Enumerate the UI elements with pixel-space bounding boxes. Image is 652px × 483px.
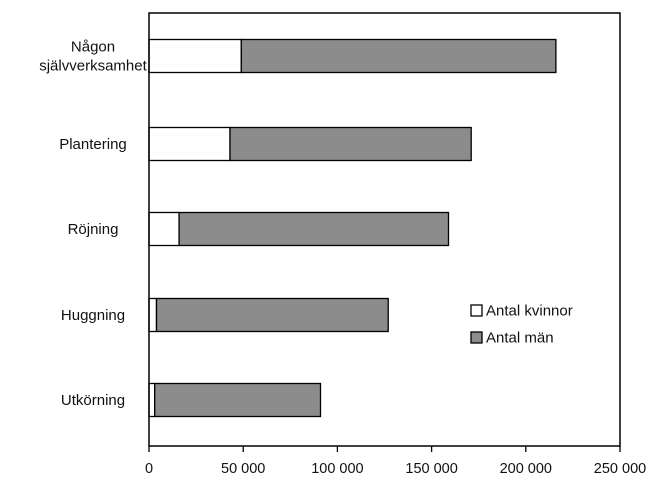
x-axis: 0 50 000 100 000 150 000 200 000 250 000 bbox=[145, 446, 646, 477]
plot-frame bbox=[148, 12, 621, 447]
x-tick-label-2: 100 000 bbox=[311, 461, 363, 477]
bar-segment-man-3 bbox=[155, 297, 389, 333]
category-label-0-line-0: Någon bbox=[71, 39, 115, 56]
x-tick-label-0: 0 bbox=[145, 461, 153, 477]
bar-segment-kvinnor-3 bbox=[148, 297, 158, 333]
bars-layer bbox=[148, 38, 557, 418]
bar-segment-man-4 bbox=[154, 382, 322, 418]
category-label-4: Utkörning bbox=[61, 392, 125, 409]
x-tick-label-1: 50 000 bbox=[221, 461, 265, 477]
x-tick-label-4: 200 000 bbox=[500, 461, 552, 477]
x-tick-label-3: 150 000 bbox=[405, 461, 457, 477]
legend-swatch-0 bbox=[470, 304, 483, 317]
category-label-1: Plantering bbox=[59, 136, 127, 153]
legend-label-0: Antal kvinnor bbox=[486, 303, 573, 320]
bar-segment-kvinnor-0 bbox=[148, 38, 242, 74]
legend-swatch-1 bbox=[470, 331, 483, 344]
x-tick-label-5: 250 000 bbox=[594, 461, 646, 477]
bar-segment-kvinnor-4 bbox=[148, 382, 156, 418]
category-label-0-line-1: självverksamhet bbox=[39, 58, 147, 75]
legend-label-1: Antal män bbox=[486, 330, 554, 347]
y-axis-categories: Någon självverksamhet Plantering Röjning Hug… bbox=[39, 39, 147, 410]
legend: Antal kvinnor Antal män bbox=[470, 303, 573, 347]
category-label-3: Huggning bbox=[61, 307, 125, 324]
bar-segment-man-1 bbox=[229, 126, 472, 162]
bar-segment-kvinnor-2 bbox=[148, 211, 180, 247]
bar-segment-man-0 bbox=[240, 38, 557, 74]
bar-segment-man-2 bbox=[178, 211, 450, 247]
category-label-2: Röjning bbox=[68, 221, 119, 238]
bar-segment-kvinnor-1 bbox=[148, 126, 231, 162]
